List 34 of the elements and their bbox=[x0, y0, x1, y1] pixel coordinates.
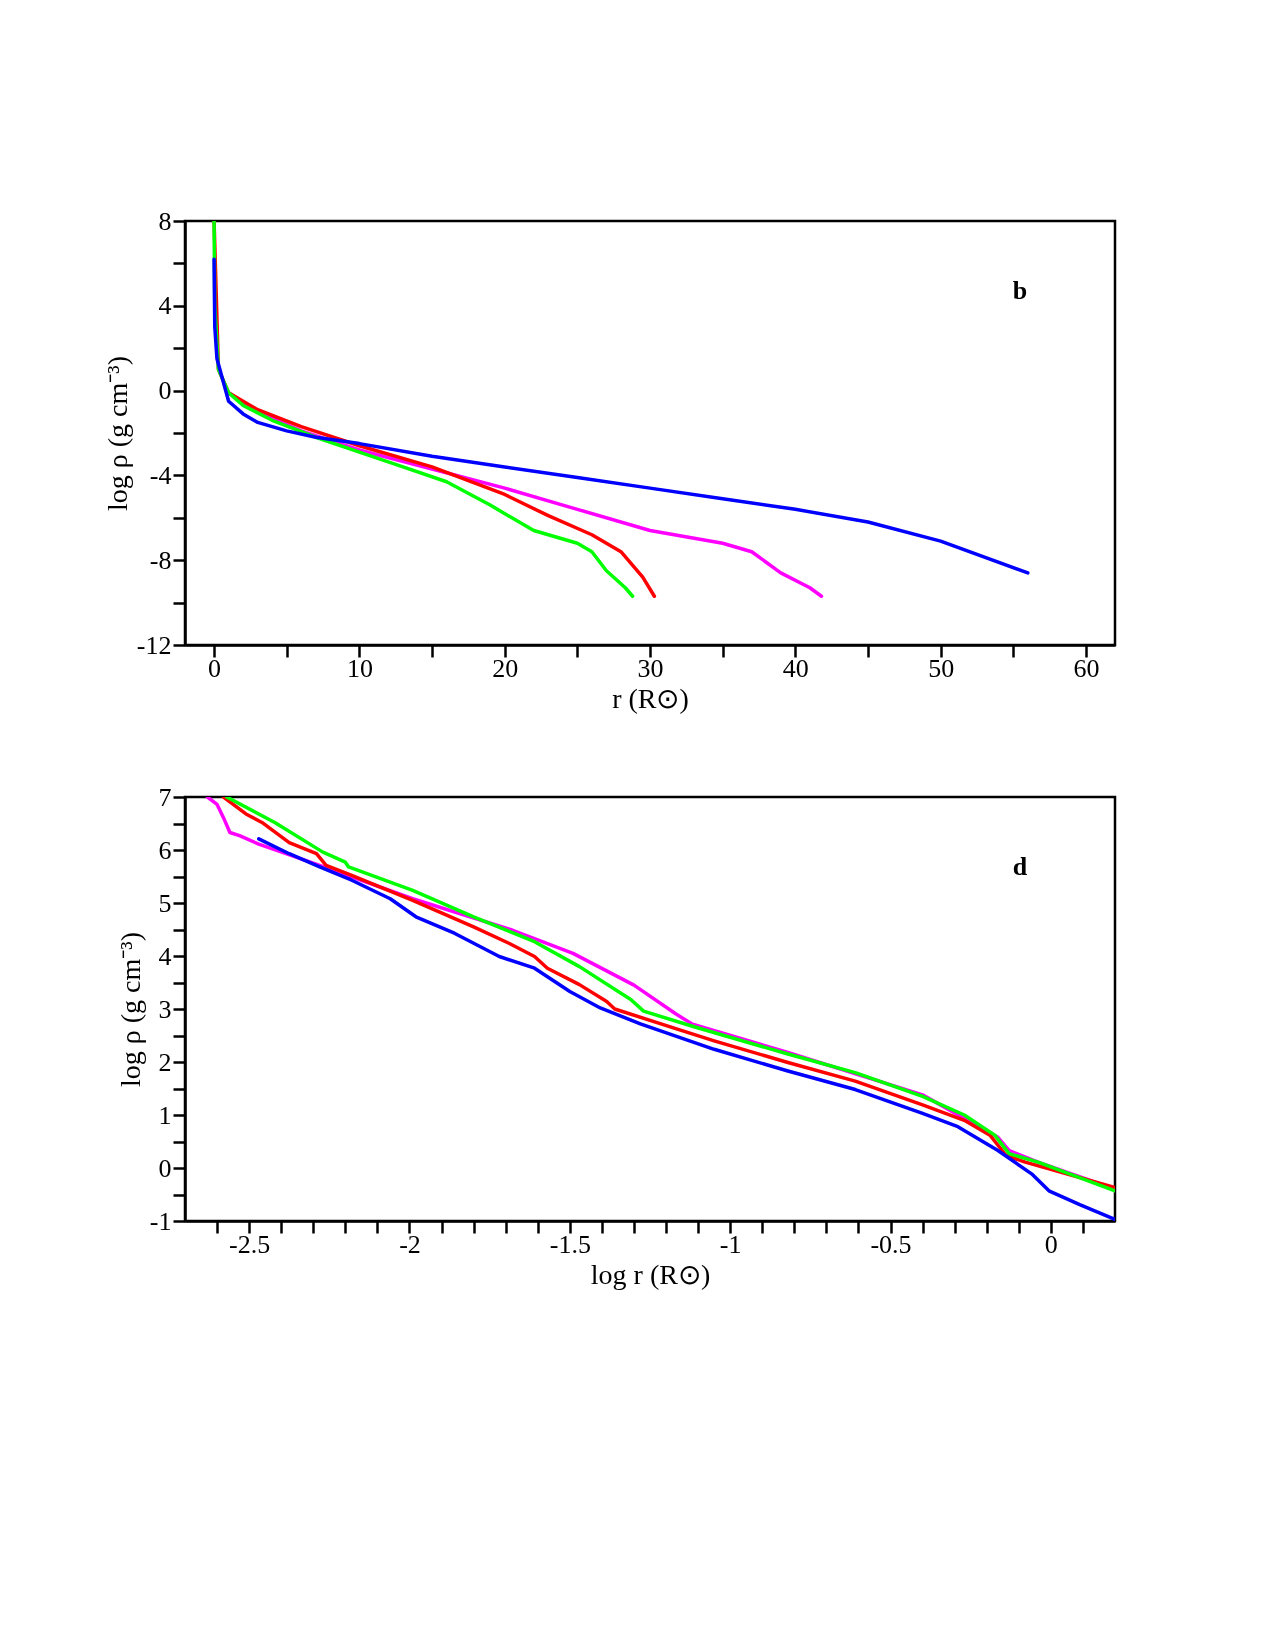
x-tick-label: 0 bbox=[208, 653, 222, 683]
y-tick-label: 8 bbox=[158, 206, 172, 236]
y-tick-label: 4 bbox=[158, 941, 172, 971]
y-tick-label: 4 bbox=[158, 291, 172, 321]
y-axis-title: log ρ (g cm⁻³) bbox=[114, 931, 146, 1088]
y-tick-label: -1 bbox=[149, 1206, 172, 1236]
y-tick-label: 0 bbox=[158, 1153, 172, 1183]
y-tick-label: -4 bbox=[149, 460, 172, 490]
y-tick-label: 6 bbox=[158, 835, 172, 865]
x-tick-label: 20 bbox=[492, 653, 519, 683]
y-axis-title: log ρ (g cm⁻³) bbox=[101, 355, 133, 512]
x-tick-label: 0 bbox=[1044, 1229, 1058, 1259]
x-tick-label: -0.5 bbox=[870, 1229, 912, 1259]
x-tick-label: 40 bbox=[782, 653, 809, 683]
x-tick-label: -1.5 bbox=[549, 1229, 591, 1259]
y-tick-label: -12 bbox=[136, 630, 172, 660]
y-tick-label: 5 bbox=[158, 888, 172, 918]
x-axis-title: r (R⊙) bbox=[612, 682, 689, 714]
y-tick-label: 3 bbox=[158, 994, 172, 1024]
y-tick-label: -8 bbox=[149, 545, 172, 575]
annotation: b bbox=[1012, 276, 1028, 305]
x-tick-label: -1 bbox=[719, 1229, 742, 1259]
x-tick-label: 30 bbox=[637, 653, 664, 683]
x-tick-label: 10 bbox=[346, 653, 373, 683]
x-tick-label: 50 bbox=[928, 653, 955, 683]
y-tick-label: 2 bbox=[158, 1047, 172, 1077]
y-tick-label: 0 bbox=[158, 376, 172, 406]
x-tick-label: 60 bbox=[1073, 653, 1100, 683]
annotation: d bbox=[1012, 852, 1028, 881]
x-tick-label: -2.5 bbox=[229, 1229, 271, 1259]
x-axis-title: log r (R⊙) bbox=[590, 1258, 711, 1290]
y-tick-label: 7 bbox=[158, 782, 172, 812]
x-tick-label: -2 bbox=[399, 1229, 421, 1259]
y-tick-label: 1 bbox=[158, 1100, 172, 1130]
